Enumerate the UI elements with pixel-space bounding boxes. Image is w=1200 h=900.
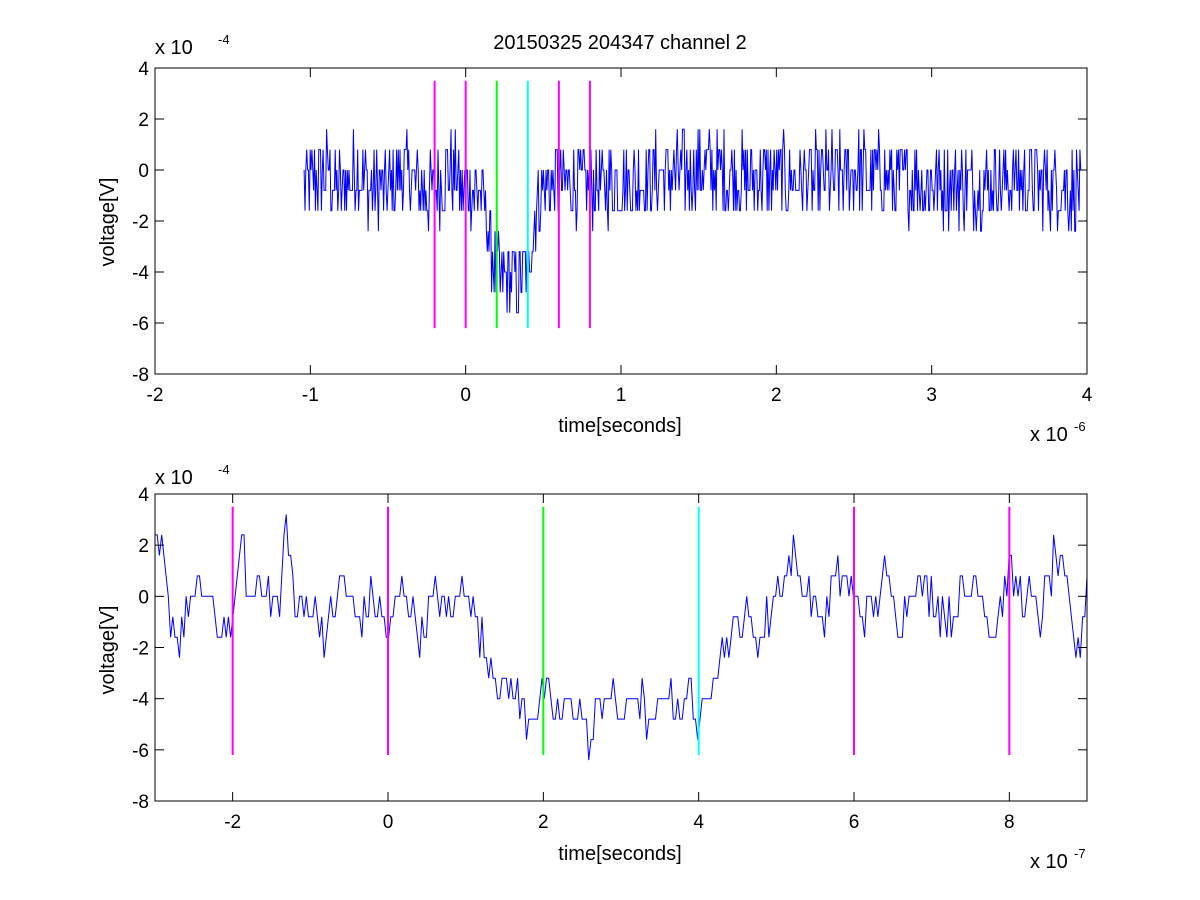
top-x-multiplier: x 10 -6 xyxy=(1030,419,1086,446)
top-x-tick-label-2: 0 xyxy=(460,385,471,406)
bottom-x-tick-label-0: -2 xyxy=(224,812,241,833)
top-y-multiplier-exponent: -4 xyxy=(218,32,230,47)
top-y-tick-label-6: -8 xyxy=(132,365,149,386)
bottom-y-tick-label-0: 4 xyxy=(138,485,149,506)
top-x-multiplier-exponent: -6 xyxy=(1074,419,1086,434)
bottom-y-tick-label-6: -8 xyxy=(132,792,149,813)
bottom-y-tick-label-4: -4 xyxy=(132,690,149,711)
bottom-x-tick-label-4: 6 xyxy=(849,812,860,833)
bottom-y-tick-label-1: 2 xyxy=(138,536,149,557)
top-x-multiplier-base: x 10 xyxy=(1030,424,1068,446)
bottom-series-0 xyxy=(155,514,1087,761)
bottom-x-multiplier-exponent: -7 xyxy=(1074,846,1086,861)
top-subplot: 20150325 204347 channel 2 x 10 -4 x 10 -… xyxy=(97,32,1093,446)
top-y-tick-label-3: -2 xyxy=(132,212,149,233)
top-y-axis-label: voltage[V] xyxy=(97,178,119,267)
chart-title: 20150325 204347 channel 2 xyxy=(493,32,747,54)
bottom-y-multiplier: x 10 -4 xyxy=(155,462,230,489)
top-y-tick-label-1: 2 xyxy=(138,110,149,131)
bottom-x-tick-label-2: 2 xyxy=(538,812,549,833)
bottom-x-multiplier: x 10 -7 xyxy=(1030,846,1086,873)
bottom-y-tick-label-2: 0 xyxy=(138,587,149,608)
top-x-tick-label-0: -2 xyxy=(147,385,164,406)
bottom-y-tick-label-3: -2 xyxy=(132,639,149,660)
bottom-y-multiplier-base: x 10 xyxy=(155,467,193,489)
bottom-y-axis-label: voltage[V] xyxy=(97,606,119,695)
top-y-multiplier-base: x 10 xyxy=(155,37,193,59)
bottom-x-multiplier-base: x 10 xyxy=(1030,851,1068,873)
bottom-y-tick-label-5: -6 xyxy=(132,741,149,762)
top-axes-frame xyxy=(154,67,1088,375)
bottom-x-tick-label-3: 4 xyxy=(693,812,704,833)
top-y-tick-label-2: 0 xyxy=(138,161,149,182)
top-x-tick-label-6: 4 xyxy=(1082,385,1093,406)
top-y-tick-label-0: 4 xyxy=(138,59,149,80)
bottom-x-axis-label: time[seconds] xyxy=(558,843,681,865)
bottom-x-tick-label-5: 8 xyxy=(1004,812,1015,833)
top-y-tick-label-4: -4 xyxy=(132,263,149,284)
top-x-tick-label-5: 3 xyxy=(926,385,937,406)
bottom-y-multiplier-exponent: -4 xyxy=(218,462,230,477)
top-x-tick-label-1: -1 xyxy=(302,385,319,406)
top-x-tick-label-4: 2 xyxy=(771,385,782,406)
bottom-plot-area xyxy=(154,493,1088,802)
bottom-x-tick-label-1: 0 xyxy=(383,812,394,833)
top-series-0 xyxy=(303,128,1082,314)
bottom-axes-frame xyxy=(154,493,1088,802)
top-plot-area xyxy=(154,67,1088,375)
top-x-tick-label-3: 1 xyxy=(616,385,627,406)
top-y-tick-label-5: -6 xyxy=(132,314,149,335)
bottom-subplot: x 10 -4 x 10 -7 time[seconds] voltage[V]… xyxy=(97,462,1088,873)
top-x-axis-label: time[seconds] xyxy=(558,415,681,437)
top-y-multiplier: x 10 -4 xyxy=(155,32,230,59)
